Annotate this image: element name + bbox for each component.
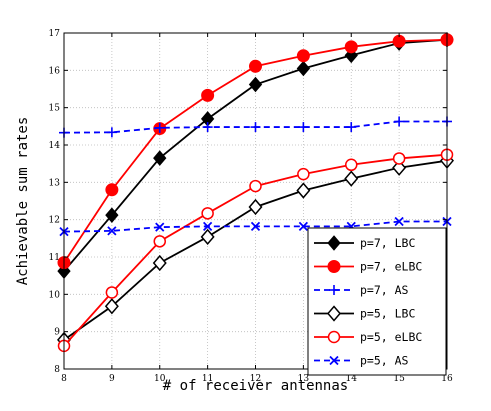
data-point <box>104 298 119 315</box>
data-point <box>394 116 405 127</box>
data-point <box>346 122 357 133</box>
legend-label: p=7, AS <box>360 283 409 297</box>
x-tick-label: 16 <box>441 374 453 384</box>
y-tick-label: 16 <box>49 66 61 76</box>
y-tick-label: 13 <box>49 178 61 188</box>
x-marker-b <box>394 216 404 227</box>
data-point <box>392 159 407 176</box>
data-point <box>298 221 309 232</box>
data-point <box>344 170 359 187</box>
data-point <box>107 226 117 236</box>
x-tick-label: 15 <box>393 374 405 384</box>
data-point <box>105 286 119 299</box>
legend: p=7, LBC p=7, eLBC p=7, AS p=5, LBC p=5, eLB… <box>307 227 447 376</box>
data-point <box>153 235 166 248</box>
x-tick-label: 9 <box>109 374 115 384</box>
legend-label: p=5, AS <box>360 354 409 368</box>
y-tick-label: 17 <box>49 29 61 39</box>
data-point <box>153 150 167 166</box>
y-tick-label: 10 <box>49 290 61 300</box>
data-point <box>392 152 406 165</box>
x-tick-label: 12 <box>250 374 261 384</box>
x-marker-b <box>107 226 117 236</box>
legend-marker <box>327 260 341 273</box>
y-tick-label: 8 <box>54 365 60 375</box>
data-point <box>248 76 263 93</box>
data-point <box>249 59 262 73</box>
x-tick-label: 8 <box>61 374 67 384</box>
data-point <box>200 228 215 245</box>
data-point <box>202 221 213 232</box>
data-point <box>202 122 213 133</box>
data-point <box>344 40 358 54</box>
x-tick-label: 10 <box>154 374 166 384</box>
data-point <box>249 179 262 193</box>
legend-marker <box>329 285 339 295</box>
data-point <box>105 207 119 223</box>
x-marker-b <box>329 355 339 366</box>
x-tick-label: 11 <box>202 374 213 384</box>
legend-label: p=7, eLBC <box>360 260 422 274</box>
y-axis-label: Achievable sum rates <box>15 117 31 286</box>
data-point <box>394 216 404 227</box>
y-tick-label: 15 <box>49 104 61 114</box>
data-point <box>392 34 406 48</box>
y-tick-label: 9 <box>54 328 60 338</box>
data-point <box>106 127 117 138</box>
data-point <box>248 198 263 216</box>
data-point <box>155 222 165 232</box>
data-point <box>105 183 119 197</box>
data-point <box>250 122 261 133</box>
data-point <box>296 49 310 63</box>
y-tick-label: 12 <box>49 216 60 226</box>
data-point <box>296 60 311 77</box>
data-point <box>152 254 167 272</box>
legend-label: p=7, LBC <box>360 236 415 250</box>
x-marker-b <box>155 222 165 232</box>
legend-label: p=5, eLBC <box>360 330 422 344</box>
legend-marker <box>327 330 341 344</box>
axis-ticks: 8 9 10 11 12 13 14 15 16 8 9 10 11 12 13 14 15 16 17 <box>49 29 453 384</box>
data-point <box>154 122 165 133</box>
legend-marker <box>327 305 341 322</box>
x-tick-label: 14 <box>346 374 358 384</box>
y-tick-label: 14 <box>49 141 61 151</box>
data-point <box>296 182 311 199</box>
series-layer <box>57 31 454 353</box>
legend-box <box>307 227 447 376</box>
data-point <box>297 167 310 181</box>
x-marker-b <box>202 221 213 232</box>
legend-marker <box>329 355 339 366</box>
x-marker-b <box>298 221 309 232</box>
data-point <box>201 88 215 102</box>
x-axis-label: # of receiver antennas <box>163 378 348 394</box>
y-tick-label: 11 <box>49 253 60 263</box>
x-tick-label: 13 <box>298 374 310 384</box>
legend-label: p=5, LBC <box>360 307 415 321</box>
x-marker-b <box>250 221 261 232</box>
data-point <box>345 158 358 172</box>
legend-marker <box>327 235 341 251</box>
data-point <box>298 122 309 133</box>
data-point <box>201 207 214 220</box>
data-point <box>250 221 261 232</box>
